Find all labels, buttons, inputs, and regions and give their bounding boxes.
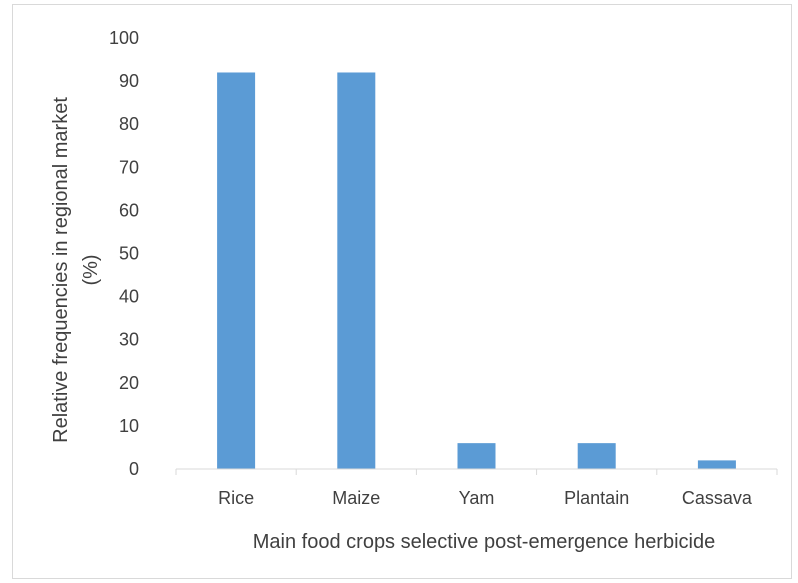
x-tick-label: Plantain xyxy=(564,488,629,508)
y-tick-label: 90 xyxy=(119,71,139,91)
x-tick-label: Cassava xyxy=(682,488,753,508)
chart-frame xyxy=(12,4,792,579)
x-tick-label: Maize xyxy=(332,488,380,508)
y-axis-ticks: 0 10 20 30 40 50 60 70 80 90 100 xyxy=(109,28,139,479)
bars xyxy=(217,72,736,469)
x-axis-title: Main food crops selective post-emergence… xyxy=(253,531,715,553)
bar-maize xyxy=(337,72,376,469)
y-axis-title-line2: (%) xyxy=(80,254,102,285)
bar-cassava xyxy=(697,460,736,469)
y-tick-label: 60 xyxy=(119,200,139,220)
y-tick-label: 30 xyxy=(119,330,139,350)
y-tick-label: 10 xyxy=(119,416,139,436)
y-axis-title: Relative frequencies in regional market … xyxy=(50,97,102,443)
y-tick-label: 40 xyxy=(119,287,139,307)
y-tick-label: 100 xyxy=(109,28,139,48)
y-tick-label: 80 xyxy=(119,114,139,134)
y-tick-label: 20 xyxy=(119,373,139,393)
x-axis-ticks: Rice Maize Yam Plantain Cassava xyxy=(175,469,778,508)
y-tick-label: 0 xyxy=(129,459,139,479)
x-tick-label: Yam xyxy=(459,488,495,508)
x-tick-label: Rice xyxy=(218,488,254,508)
y-tick-label: 70 xyxy=(119,157,139,177)
y-tick-label: 50 xyxy=(119,244,139,264)
bar-yam xyxy=(457,443,496,469)
y-axis-title-line1: Relative frequencies in regional market xyxy=(50,97,72,443)
bar-rice xyxy=(217,72,256,469)
bar-plantain xyxy=(577,443,616,469)
